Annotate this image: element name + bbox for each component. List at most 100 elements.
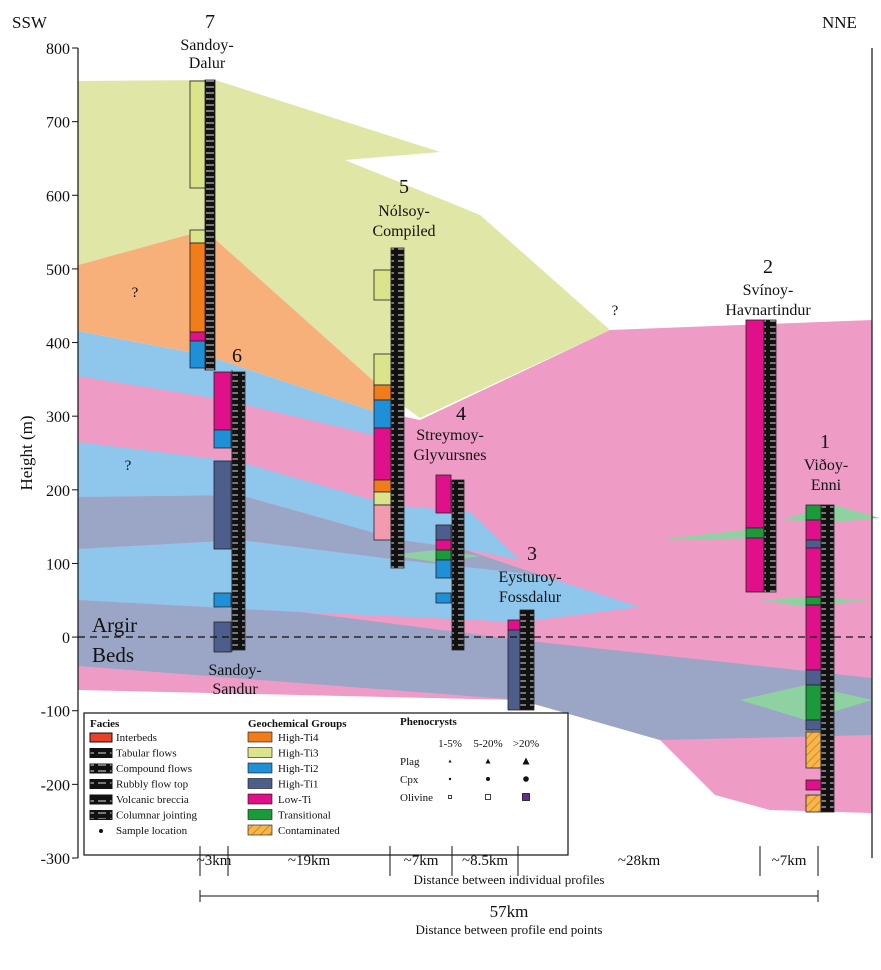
legend-label: Compound flows xyxy=(116,763,192,775)
facies-swatch xyxy=(89,732,113,743)
column-segment xyxy=(189,80,208,189)
group-swatch xyxy=(247,809,273,820)
profile-number: 2 xyxy=(763,256,773,278)
distance-label: ~19km xyxy=(288,853,331,869)
column-segment xyxy=(805,596,822,606)
distance-label: ~3km xyxy=(197,853,232,869)
phenocryst-row: Plag xyxy=(400,756,420,768)
group-items: High-Ti4 High-Ti3 High-Ti2 High-Ti1 Low-Ti Tr… xyxy=(247,731,340,837)
flow-column xyxy=(519,609,535,711)
column-segment xyxy=(189,331,208,342)
y-tick-label: 600 xyxy=(46,188,70,205)
profile-name: Streymoy- xyxy=(416,427,484,444)
legend-label: Contaminated xyxy=(278,825,340,837)
distance-caption: Distance between individual profiles xyxy=(414,872,605,887)
phenocryst-symbol xyxy=(485,794,491,800)
legend-label: Low-Ti xyxy=(278,794,311,806)
column-segment xyxy=(213,592,232,608)
axis-title: Height (m) xyxy=(17,415,36,490)
facies-swatch xyxy=(89,779,113,789)
column-segment xyxy=(805,669,822,686)
legend-label: High-Ti3 xyxy=(278,748,319,760)
profile-number: 5 xyxy=(399,176,409,198)
y-tick-label: -100 xyxy=(41,704,70,721)
phenocryst-column: 5-20% xyxy=(473,738,502,750)
facies-items: Interbeds Tabular flows Compound flows Rubb… xyxy=(89,732,197,837)
unknown-mark: ? xyxy=(132,285,139,301)
phenocryst-symbol xyxy=(486,777,490,781)
phenocryst-column: >20% xyxy=(513,738,539,750)
profile-name: Sandoy- xyxy=(180,37,233,54)
unknown-mark: ? xyxy=(125,458,132,474)
facies-swatch xyxy=(89,763,113,774)
flow-column xyxy=(204,79,216,371)
profile-name: Fossdalur xyxy=(499,589,562,606)
distance-label: ~8.5km xyxy=(462,853,508,869)
column-segment xyxy=(373,504,392,541)
legend-label: Tabular flows xyxy=(116,748,177,760)
column-segment xyxy=(805,519,822,541)
column-segment xyxy=(507,619,521,631)
high-ti1-layer xyxy=(78,600,872,740)
legend-title: Facies xyxy=(90,718,120,730)
y-tick-label: -200 xyxy=(41,777,70,794)
legend-label: Transitional xyxy=(278,810,331,822)
column-segment xyxy=(189,229,208,244)
flow-column xyxy=(451,479,465,651)
group-swatch xyxy=(247,824,273,836)
profile-labels: 7 Sandoy- Dalur 6 Sandoy- Sandur 5 Nólso… xyxy=(125,11,849,698)
group-swatch xyxy=(247,793,273,805)
column-segment xyxy=(745,537,765,593)
facies-swatch xyxy=(99,829,103,833)
high-ti2-layer xyxy=(78,442,520,560)
column-segment xyxy=(435,592,452,604)
legend-label: High-Ti4 xyxy=(278,732,319,744)
facies-swatch xyxy=(89,794,113,805)
y-tick-label: 800 xyxy=(46,41,70,58)
column-segment xyxy=(435,524,452,541)
legend-label: Columnar jointing xyxy=(116,810,197,822)
y-ticks: 800 700 600 500 400 300 200 100 0 -100 -200 -300 xyxy=(41,41,78,868)
column-segment xyxy=(189,340,208,369)
group-swatch xyxy=(247,778,273,789)
distance-bar xyxy=(199,846,819,902)
direction-label: NNE xyxy=(822,13,857,32)
y-tick-label: 200 xyxy=(46,483,70,500)
flow-column xyxy=(820,504,835,813)
profile-number: 3 xyxy=(527,543,537,565)
profile-name: Dalur xyxy=(189,55,226,72)
profile-name: Viðoy- xyxy=(804,457,848,474)
column-segment xyxy=(805,719,822,731)
profile-name: Nólsoy- xyxy=(378,203,430,220)
legend-label: Volcanic breccia xyxy=(116,794,189,806)
column-segment xyxy=(435,474,452,514)
column-segment xyxy=(373,491,392,506)
y-tick-label: 300 xyxy=(46,409,70,426)
phenocryst-symbol xyxy=(448,777,452,781)
profile-name: Eysturoy- xyxy=(498,569,561,586)
column-segment xyxy=(745,319,765,529)
flow-column xyxy=(231,371,246,651)
legend-label: High-Ti1 xyxy=(278,779,319,791)
phenocryst-column: 1-5% xyxy=(438,738,462,750)
column-segment xyxy=(435,559,452,579)
group-swatch xyxy=(247,747,273,758)
profile-number: 1 xyxy=(820,431,830,453)
profile-name: Sandur xyxy=(212,681,258,698)
group-swatch xyxy=(247,731,273,743)
column-segment xyxy=(189,242,208,333)
phenocryst-symbol xyxy=(522,793,530,801)
column-segment xyxy=(373,427,392,481)
column-segment xyxy=(373,353,392,386)
formation-label: Beds xyxy=(92,643,134,667)
column-segment xyxy=(507,629,521,711)
direction-label: SSW xyxy=(12,13,48,32)
y-tick-label: 400 xyxy=(46,336,70,353)
column-segment xyxy=(805,731,822,769)
column-segment xyxy=(805,794,822,813)
group-swatch xyxy=(247,762,273,774)
flow-column xyxy=(763,319,777,593)
legend-title: Geochemical Groups xyxy=(248,718,347,730)
column-segment xyxy=(805,539,822,549)
phenocryst-symbol xyxy=(523,776,529,782)
